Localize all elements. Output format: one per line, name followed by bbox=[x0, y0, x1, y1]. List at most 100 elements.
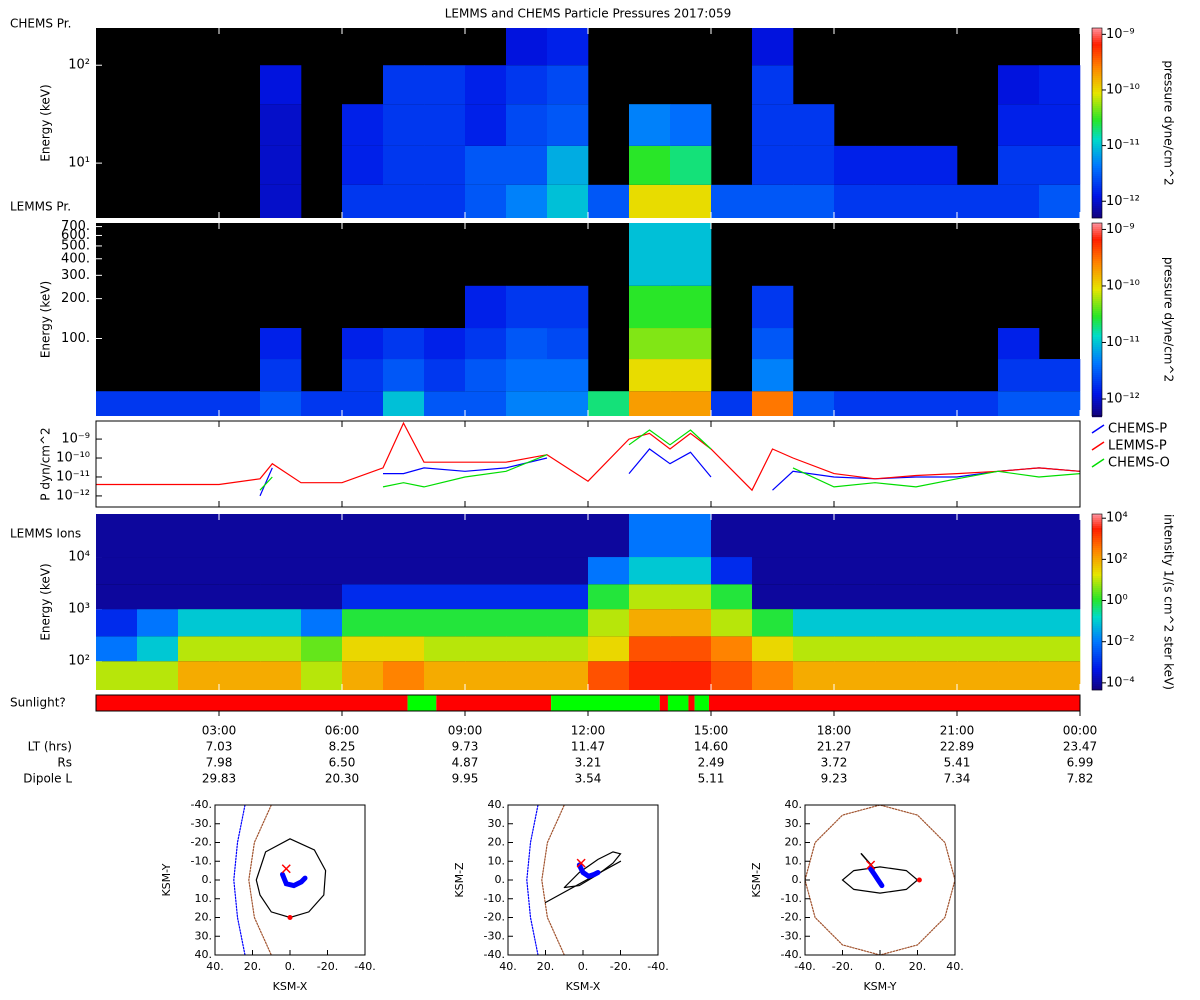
colorbar-slice bbox=[1092, 48, 1102, 51]
colorbar-slice bbox=[1092, 379, 1102, 382]
plot-area bbox=[96, 421, 1080, 507]
colorbar-slice bbox=[1092, 323, 1102, 326]
heatmap-cell bbox=[506, 359, 548, 392]
colorbar-label: pressure dyne/cm^2 bbox=[1162, 257, 1176, 382]
x-tick-label: -20. bbox=[317, 960, 338, 973]
ephemeris-value: 9.73 bbox=[452, 740, 479, 754]
heatmap-cell bbox=[547, 184, 589, 218]
y-tick-label: 40. bbox=[195, 948, 213, 961]
heatmap-cell bbox=[752, 65, 794, 105]
colorbar-slice bbox=[1092, 289, 1102, 292]
colorbar-slice bbox=[1092, 301, 1102, 304]
ephemeris-value: 9.23 bbox=[821, 772, 848, 786]
heatmap-cell bbox=[260, 328, 302, 360]
heatmap-cell bbox=[424, 557, 466, 585]
colorbar-slice bbox=[1092, 538, 1102, 541]
colorbar-slice bbox=[1092, 664, 1102, 667]
colorbar-slice bbox=[1092, 564, 1102, 567]
ephemeris-value: 3.72 bbox=[821, 756, 848, 770]
colorbar-slice bbox=[1092, 176, 1102, 179]
heatmap-cell bbox=[506, 145, 548, 185]
colorbar-slice bbox=[1092, 580, 1102, 583]
colorbar-slice bbox=[1092, 686, 1102, 689]
x-tick-label: -20. bbox=[610, 960, 631, 973]
heatmap-cell bbox=[588, 514, 630, 558]
ephemeris-value: 22.89 bbox=[940, 740, 974, 754]
colorbar-slice bbox=[1092, 192, 1102, 195]
y-tick-label: -30. bbox=[484, 929, 505, 942]
heatmap-cell bbox=[957, 609, 999, 637]
heatmap-cell bbox=[752, 609, 794, 637]
heatmap-cell bbox=[137, 636, 179, 662]
colorbar-slice bbox=[1092, 534, 1102, 537]
colorbar-tick-label: 10⁻¹⁰ bbox=[1106, 82, 1140, 97]
y-tick-label: 10² bbox=[68, 58, 90, 73]
x-axis-label: KSM-X bbox=[566, 980, 601, 993]
heatmap-cell bbox=[629, 223, 671, 286]
colorbar-slice bbox=[1092, 194, 1102, 197]
heatmap-cell bbox=[834, 391, 876, 416]
heatmap-cell bbox=[178, 514, 220, 558]
colorbar-slice bbox=[1092, 257, 1102, 260]
orbit-curve bbox=[280, 871, 308, 889]
panel-label: LEMMS Pr. bbox=[10, 200, 71, 214]
heatmap-cell bbox=[629, 184, 671, 218]
heatmap-cell bbox=[383, 514, 425, 558]
colorbar-slice bbox=[1092, 373, 1102, 376]
heatmap-cell bbox=[342, 184, 384, 218]
y-tick-label: 100. bbox=[61, 331, 90, 346]
colorbar-slice bbox=[1092, 662, 1102, 665]
colorbar-slice bbox=[1092, 259, 1102, 262]
colorbar-slice bbox=[1092, 550, 1102, 553]
y-tick-label: 0. bbox=[202, 873, 213, 886]
y-tick-label: -10. bbox=[484, 892, 505, 905]
colorbar-slice bbox=[1092, 556, 1102, 559]
heatmap-cell bbox=[793, 584, 835, 610]
sunlight-segment bbox=[436, 695, 552, 711]
heatmap-cell bbox=[793, 557, 835, 585]
heatmap-cell bbox=[793, 391, 835, 416]
sunlight-segment bbox=[407, 695, 437, 711]
heatmap-cell bbox=[506, 391, 548, 416]
heatmap-cell bbox=[383, 661, 425, 690]
heatmap-cell bbox=[711, 609, 753, 637]
heatmap-cell bbox=[96, 391, 138, 416]
heatmap-cell bbox=[1039, 391, 1081, 416]
colorbar-slice bbox=[1092, 28, 1102, 31]
heatmap-cell bbox=[465, 391, 507, 416]
marker-stroke bbox=[281, 864, 291, 874]
ephemeris-value: 5.41 bbox=[944, 756, 971, 770]
sunlight-segment bbox=[667, 695, 689, 711]
y-tick-label: -20. bbox=[484, 911, 505, 924]
heatmap-cell bbox=[588, 557, 630, 585]
heatmap-cell bbox=[219, 514, 261, 558]
heatmap-cell bbox=[301, 584, 343, 610]
colorbar-slice bbox=[1092, 44, 1102, 47]
heatmap-cell bbox=[383, 65, 425, 105]
heatmap-cell bbox=[834, 636, 876, 662]
colorbar-slice bbox=[1092, 263, 1102, 266]
colorbar-slice bbox=[1092, 522, 1102, 525]
heatmap-cell bbox=[834, 557, 876, 585]
colorbar-slice bbox=[1092, 331, 1102, 334]
heatmap-cell bbox=[998, 65, 1040, 105]
colorbar-slice bbox=[1092, 307, 1102, 310]
orbit-curve bbox=[526, 805, 539, 955]
colorbar-slice bbox=[1092, 540, 1102, 543]
colorbar-slice bbox=[1092, 38, 1102, 41]
heatmap-cell bbox=[998, 661, 1040, 690]
heatmap-cell bbox=[465, 65, 507, 105]
heatmap-cell bbox=[178, 661, 220, 690]
heatmap-cell bbox=[670, 285, 712, 329]
colorbar-slice bbox=[1092, 295, 1102, 298]
sunlight-segment bbox=[688, 695, 695, 711]
ephemeris-value: 7.03 bbox=[206, 740, 233, 754]
figure-title: LEMMS and CHEMS Particle Pressures 2017:… bbox=[445, 7, 732, 21]
colorbar-slice bbox=[1092, 650, 1102, 653]
colorbar-slice bbox=[1092, 68, 1102, 71]
heatmap-cell bbox=[260, 557, 302, 585]
x-tick-label: 0. bbox=[875, 960, 886, 973]
heatmap-cell bbox=[547, 359, 589, 392]
colorbar-slice bbox=[1092, 660, 1102, 663]
colorbar-slice bbox=[1092, 277, 1102, 280]
